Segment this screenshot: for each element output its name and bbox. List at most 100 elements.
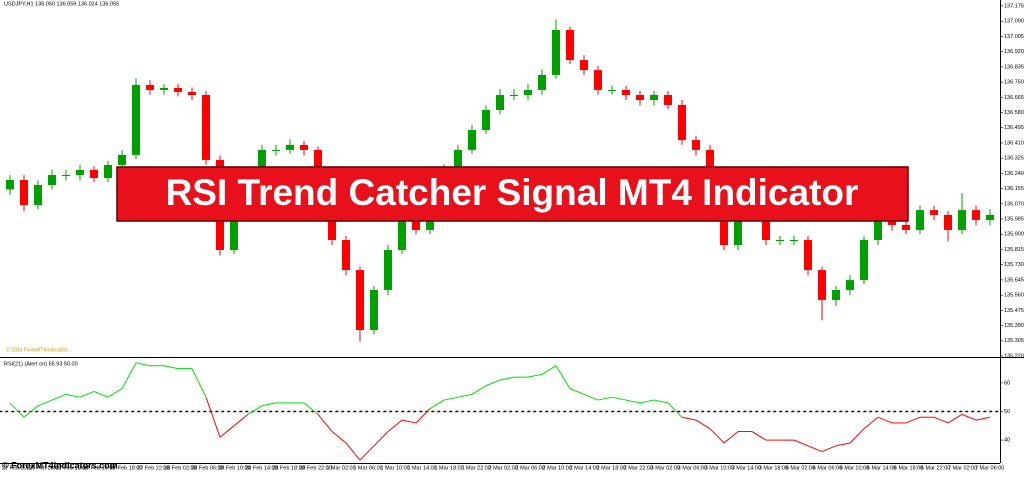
x-tick-label: 3 Mar 06:00 <box>678 465 707 471</box>
x-tick-label: 3 Mar 18:00 <box>759 465 788 471</box>
y-tick-label: 135.390 <box>1004 323 1024 329</box>
candle-body <box>482 110 490 131</box>
candle-body <box>580 60 588 71</box>
candle-body <box>692 140 700 150</box>
y-tick-label: 136.750 <box>1004 80 1024 86</box>
rsi-segment <box>163 365 179 370</box>
candle-body <box>958 210 966 230</box>
rsi-segment <box>863 416 879 430</box>
candle-body <box>944 214 952 230</box>
x-tick-label: 28 Feb 10:00 <box>218 465 250 471</box>
banner-box <box>116 166 909 222</box>
rsi-title: RSI(21) (Alert on) 55.93 50.00 <box>4 361 78 367</box>
y-tick-label: 136.410 <box>1004 140 1024 146</box>
y-tick-label: 135.220 <box>1004 353 1024 359</box>
candle-body <box>468 130 476 150</box>
candle-body <box>650 94 658 100</box>
rsi-segment <box>583 393 599 401</box>
rsi-segment <box>751 431 767 441</box>
rsi-segment <box>653 399 669 404</box>
y-tick-label: 136.240 <box>1004 171 1024 177</box>
candle-body <box>762 214 770 240</box>
y-tick-label: 137.005 <box>1004 34 1024 40</box>
x-tick-label: 3 Mar 02:00 <box>651 465 680 471</box>
rsi-segment <box>611 396 627 401</box>
x-tick-label: 3 Mar 14:00 <box>732 465 761 471</box>
x-tick-label: 27 Feb 18:00 <box>110 465 142 471</box>
candle-body <box>790 239 798 241</box>
rsi-segment <box>219 425 235 438</box>
x-tick-label: 2 Mar 02:00 <box>488 465 517 471</box>
candle-body <box>202 94 210 160</box>
rsi-segment <box>373 431 389 447</box>
y-tick-label: 135.985 <box>1004 216 1024 222</box>
rsi-segment <box>709 428 725 444</box>
rsi-segment <box>905 416 921 424</box>
candle-body <box>286 144 294 150</box>
rsi-segment <box>457 393 473 398</box>
candle-body <box>538 74 546 90</box>
x-tick-label: 6 Mar 14:00 <box>867 465 896 471</box>
rsi-segment <box>303 402 319 415</box>
y-tick-label: 135.730 <box>1004 262 1024 268</box>
candle-body <box>412 219 420 230</box>
y-tick-label: 136.325 <box>1004 156 1024 162</box>
x-tick-label: 1 Mar 02:00 <box>326 465 355 471</box>
x-tick-label: 2 Mar 18:00 <box>597 465 626 471</box>
rsi-segment <box>527 373 543 378</box>
candle-body <box>930 210 938 215</box>
rsi-segment <box>961 413 977 421</box>
x-tick-label: 28 Feb 22:00 <box>299 465 331 471</box>
candle-body <box>972 210 980 220</box>
candle-body <box>48 175 56 186</box>
candle-body <box>146 84 154 90</box>
rsi-segment <box>261 402 277 407</box>
rsi-segment <box>541 365 557 375</box>
x-tick-label: 27 Feb 10:00 <box>56 465 88 471</box>
rsi-segment <box>695 419 711 430</box>
rsi-segment <box>471 385 487 395</box>
rsi-segment <box>877 416 893 424</box>
candle-body <box>734 214 742 246</box>
rsi-segment <box>569 388 585 395</box>
rsi-segment <box>947 413 963 424</box>
y-tick-label: 135.900 <box>1004 232 1024 238</box>
x-tick-label: 28 Feb 14:00 <box>245 465 277 471</box>
y-tick-label: 135.645 <box>1004 277 1024 283</box>
x-tick-label: 6 Mar 18:00 <box>894 465 923 471</box>
candle-body <box>34 185 42 206</box>
candle-body <box>594 70 602 90</box>
rsi-segment <box>429 399 445 410</box>
rsi-segment <box>23 405 39 418</box>
rsi-segment <box>79 391 95 398</box>
x-tick-label: 28 Feb 18:00 <box>272 465 304 471</box>
candle-body <box>524 89 532 95</box>
candle-body <box>776 239 784 241</box>
candle-body <box>874 210 882 240</box>
rsi-segment <box>359 445 375 461</box>
rsi-segment <box>9 402 25 418</box>
x-tick-label: 27 Feb 2023 <box>2 465 33 471</box>
rsi-segment <box>415 408 431 424</box>
rsi-segment <box>639 399 655 404</box>
candle-body <box>804 239 812 271</box>
candle-body <box>902 224 910 230</box>
candle-body <box>104 164 112 179</box>
rsi-segment <box>485 379 501 387</box>
y-tick-label: 60 <box>1004 380 1010 386</box>
rsi-segment <box>835 442 851 447</box>
candle-body <box>454 149 462 170</box>
rsi-segment <box>499 376 515 381</box>
candle-body <box>132 84 140 155</box>
y-tick-label: 135.475 <box>1004 308 1024 314</box>
x-tick-label: 2 Mar 06:00 <box>516 465 545 471</box>
candle-body <box>622 89 630 95</box>
rsi-segment <box>121 362 137 389</box>
rsi-segment <box>975 416 991 421</box>
candle-body <box>916 210 924 230</box>
candle-body <box>496 94 504 111</box>
y-tick-label: 136.580 <box>1004 110 1024 116</box>
candle-body <box>118 154 126 165</box>
